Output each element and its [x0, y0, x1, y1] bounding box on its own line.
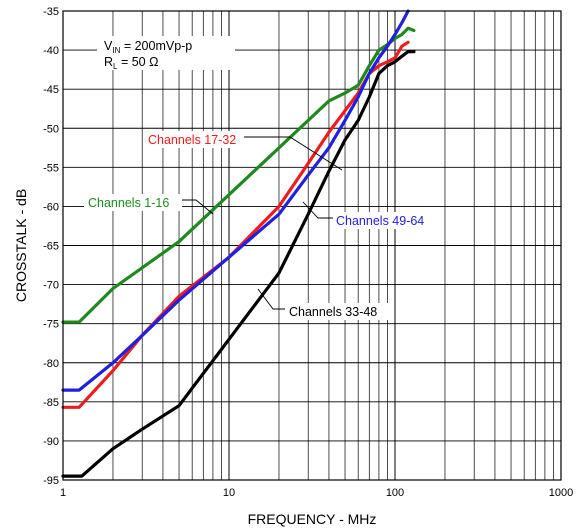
condition-vin-rest: = 200mVp-p [120, 39, 192, 53]
annotation-bg [285, 303, 389, 320]
annotation-bg [84, 194, 182, 211]
y-tick-label: -90 [43, 436, 59, 448]
x-axis-title: FREQUENCY - MHz [248, 511, 377, 527]
y-tick-labels: -35 -40 -45 -50 -55 -60 -65 -70 -75 -80 -85 -90 -95 [43, 6, 59, 487]
y-tick-label: -40 [43, 45, 59, 57]
plot-grid [63, 11, 561, 480]
annotation-label: Channels 1-16 [88, 196, 169, 210]
series-group [61, 9, 416, 478]
x-tick-label: 100 [386, 487, 404, 499]
annotation-leader [244, 136, 343, 171]
conditions-box: VIN = 200mVp-p RL = 50 Ω [97, 36, 235, 71]
condition-vin: VIN = 200mVp-p [104, 39, 192, 55]
annotation-leader [182, 199, 214, 215]
series-line-2 [61, 40, 410, 409]
condition-rl: RL = 50 Ω [104, 55, 158, 71]
annotation-bg [144, 131, 244, 148]
y-tick-label: -65 [43, 241, 59, 253]
annotation-label: Channels 33-48 [289, 305, 377, 319]
annotation-leader [302, 201, 333, 219]
x-tick-labels: 1 10 100 1000 [60, 487, 573, 499]
plot-frame [62, 10, 562, 481]
x-tick-label: 1000 [549, 487, 573, 499]
x-tick-label: 1 [60, 487, 66, 499]
series-line-4 [61, 9, 410, 392]
conditions-box-bg [97, 36, 235, 70]
annotation-bg [333, 212, 433, 229]
y-tick-label: -85 [43, 397, 59, 409]
condition-vin-prefix: V [104, 39, 113, 53]
condition-rl-prefix: R [104, 55, 113, 69]
condition-vin-sub: IN [112, 46, 120, 55]
y-tick-label: -35 [43, 6, 59, 18]
y-tick-label: -45 [43, 84, 59, 96]
series-annotations: Channels 17-32 Channels 1-16 Channels 49-6… [84, 131, 433, 320]
condition-rl-sub: L [113, 62, 118, 71]
series-line-1 [61, 26, 416, 324]
y-tick-label: -95 [43, 475, 59, 487]
y-tick-label: -55 [43, 162, 59, 174]
y-tick-label: -75 [43, 319, 59, 331]
series-line-3 [61, 49, 416, 478]
y-tick-label: -80 [43, 358, 59, 370]
annotation-label: Channels 17-32 [148, 133, 236, 147]
condition-rl-rest: = 50 Ω [117, 55, 158, 69]
y-axis-title: CROSSTALK - dB [13, 189, 29, 302]
y-tick-label: -50 [43, 123, 59, 135]
y-tick-label: -70 [43, 280, 59, 292]
x-tick-label: 10 [223, 487, 235, 499]
annotation-leader [257, 288, 285, 310]
annotation-label: Channels 49-64 [336, 214, 424, 228]
y-tick-label: -60 [43, 201, 59, 213]
